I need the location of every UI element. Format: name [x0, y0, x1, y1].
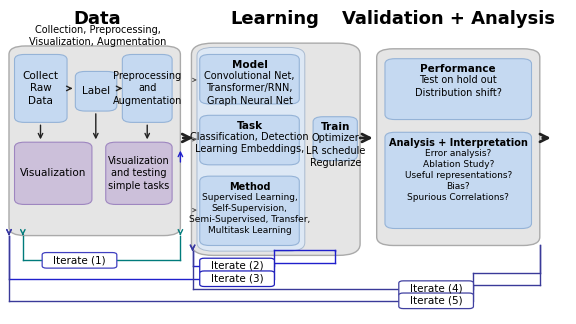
FancyBboxPatch shape — [191, 43, 360, 255]
Text: Error analysis?
Ablation Study?
Useful representations?
Bias?
Spurious Correlati: Error analysis? Ablation Study? Useful r… — [404, 149, 512, 202]
Text: Learning: Learning — [230, 10, 319, 28]
Text: Method: Method — [229, 182, 270, 192]
Text: Iterate (2): Iterate (2) — [211, 261, 263, 271]
Text: Supervised Learning,
Self-Supervision,
Semi-Supervised, Transfer,
Multitask Lear: Supervised Learning, Self-Supervision, S… — [189, 192, 310, 235]
FancyBboxPatch shape — [385, 59, 532, 120]
FancyBboxPatch shape — [385, 132, 532, 228]
Text: Optimizer
LR schedule
Regularize: Optimizer LR schedule Regularize — [305, 133, 365, 168]
FancyBboxPatch shape — [200, 271, 274, 286]
FancyBboxPatch shape — [200, 258, 274, 274]
Text: Visualization
and testing
simple tasks: Visualization and testing simple tasks — [108, 156, 170, 191]
Text: Visualization: Visualization — [20, 168, 86, 178]
Text: Model: Model — [232, 60, 267, 70]
Text: Collect
Raw
Data: Collect Raw Data — [23, 71, 59, 106]
FancyBboxPatch shape — [106, 142, 172, 204]
FancyBboxPatch shape — [14, 54, 67, 122]
Text: Train: Train — [320, 122, 350, 133]
FancyBboxPatch shape — [377, 49, 540, 246]
FancyBboxPatch shape — [14, 142, 92, 204]
Text: Iterate (1): Iterate (1) — [53, 255, 106, 265]
Text: Performance: Performance — [420, 64, 496, 75]
Text: Iterate (4): Iterate (4) — [410, 284, 463, 294]
Text: Preprocessing
and
Augmentation: Preprocessing and Augmentation — [112, 71, 182, 106]
FancyBboxPatch shape — [9, 46, 180, 236]
Text: Analysis + Interpretation: Analysis + Interpretation — [389, 138, 528, 148]
Text: Iterate (5): Iterate (5) — [410, 296, 463, 306]
Text: Collection, Preprocessing,
Visualization, Augmentation: Collection, Preprocessing, Visualization… — [29, 25, 166, 47]
FancyBboxPatch shape — [197, 47, 305, 251]
FancyBboxPatch shape — [75, 72, 117, 111]
FancyBboxPatch shape — [122, 54, 172, 122]
FancyBboxPatch shape — [200, 115, 300, 165]
FancyBboxPatch shape — [200, 54, 300, 104]
Text: Iterate (3): Iterate (3) — [211, 274, 263, 284]
Text: Validation + Analysis: Validation + Analysis — [342, 10, 555, 28]
FancyBboxPatch shape — [313, 117, 357, 161]
Text: Test on hold out
Distribution shift?: Test on hold out Distribution shift? — [415, 75, 502, 98]
Text: Data: Data — [74, 10, 122, 28]
Text: Classification, Detection
Learning Embeddings,: Classification, Detection Learning Embed… — [190, 132, 309, 154]
Text: Task: Task — [237, 121, 263, 131]
Text: Convolutional Net,
Transformer/RNN,
Graph Neural Net: Convolutional Net, Transformer/RNN, Grap… — [204, 71, 295, 106]
FancyBboxPatch shape — [399, 281, 473, 296]
FancyBboxPatch shape — [399, 293, 473, 308]
Text: Label: Label — [82, 86, 110, 96]
FancyBboxPatch shape — [42, 252, 117, 268]
FancyBboxPatch shape — [200, 176, 300, 246]
